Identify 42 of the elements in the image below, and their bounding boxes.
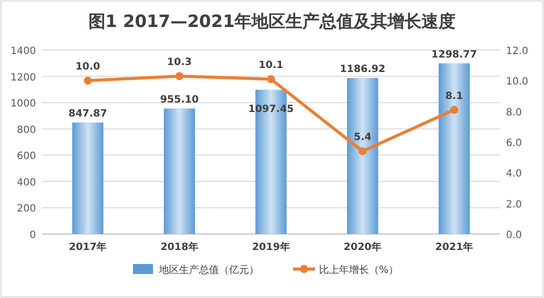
y-tick-label: 800: [16, 124, 36, 136]
legend-label: 比上年增长（%）: [319, 264, 399, 276]
y2-tick-label: 10.0: [506, 76, 528, 88]
y2-tick-label: 12.0: [506, 46, 528, 57]
bar: [72, 122, 104, 234]
x-tick-label: 2020年: [344, 241, 382, 253]
data-label: 10.0: [75, 62, 100, 73]
y2-tick-label: 4.0: [506, 168, 522, 180]
y-tick-label: 1200: [10, 72, 36, 84]
y2-tick-label: 8.0: [506, 107, 522, 118]
y-tick-label: 400: [16, 177, 36, 188]
data-label: 1298.77: [431, 49, 478, 60]
y2-tick-label: 6.0: [506, 138, 522, 149]
legend-label: 地区生产总值（亿元）: [158, 264, 259, 276]
data-label: 5.4: [354, 132, 372, 144]
y-tick-label: 0: [30, 230, 36, 241]
data-label: 1097.45: [248, 104, 294, 115]
data-label: 8.1: [445, 90, 464, 102]
x-tick-label: 2021年: [435, 241, 474, 253]
y-tick-label: 600: [16, 151, 36, 162]
point: [84, 76, 92, 85]
y2-tick-label: 0.0: [506, 230, 522, 241]
data-label: 10.3: [167, 57, 192, 68]
data-label: 955.10: [160, 94, 199, 106]
point: [358, 147, 367, 156]
bar: [347, 78, 378, 234]
x-tick-label: 2018年: [160, 241, 198, 253]
data-label: 847.87: [68, 108, 108, 120]
chart-title: 图1 2017—2021年地区生产总值及其增长速度: [88, 12, 456, 32]
y-tick-label: 1400: [10, 46, 36, 57]
data-label: 10.1: [258, 60, 284, 72]
x-tick-label: 2017年: [68, 241, 107, 253]
data-label: 1186.92: [340, 64, 386, 76]
y-tick-label: 200: [16, 204, 36, 215]
bar: [164, 108, 195, 234]
y2-tick-label: 2.0: [506, 199, 522, 210]
point: [450, 106, 458, 114]
point: [175, 72, 184, 80]
x-tick-label: 2019年: [252, 241, 290, 253]
bar: [438, 63, 470, 234]
point: [267, 75, 275, 84]
y-tick-label: 1000: [10, 98, 36, 110]
